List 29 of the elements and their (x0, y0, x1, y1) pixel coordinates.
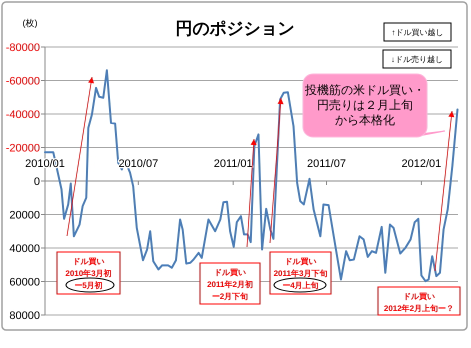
annotation: ドル買い (72, 257, 104, 266)
annotation: 2012年2月上旬ー？ (384, 304, 454, 313)
annotation: ドル買い (214, 268, 246, 277)
annotation: ドル買い (284, 257, 316, 266)
x-tick-label: 2011/01 (214, 158, 253, 170)
y-tick-label: -20000 (6, 142, 40, 154)
x-tick-label: 2011/07 (307, 158, 346, 170)
y-tick-label: 0 (34, 176, 40, 188)
annotation: ー2月下旬 (212, 292, 248, 301)
y-tick-label: 40000 (9, 243, 40, 255)
annotation: 円売りは２月上旬 (317, 98, 413, 112)
annotation: 2010年3月初 (65, 268, 112, 278)
y-tick-label: -80000 (6, 42, 40, 54)
y-tick-label: -40000 (6, 109, 40, 121)
annotation: 2011年2月初 (207, 279, 253, 289)
y-tick-label: 80000 (9, 310, 40, 322)
chart-title: 円のポジション (176, 19, 294, 38)
annotation: ↓ドル売り越し (391, 55, 443, 64)
annotation: ドル買い (403, 292, 435, 301)
y-tick-label: -60000 (6, 76, 40, 88)
annotation: ー4月上旬 (282, 281, 319, 290)
annotation: 2011年3月下旬 (274, 269, 328, 278)
y-tick-label: 60000 (9, 276, 40, 288)
y-tick-label: 20000 (9, 210, 40, 222)
annotation: ー5月初 (74, 280, 103, 290)
annotation: 投機筋の米ドル買い・ (304, 83, 425, 97)
y-axis-title: (枚) (22, 18, 38, 28)
annotation: から本格化 (335, 113, 395, 127)
x-tick-label: 2012/01 (402, 158, 442, 170)
